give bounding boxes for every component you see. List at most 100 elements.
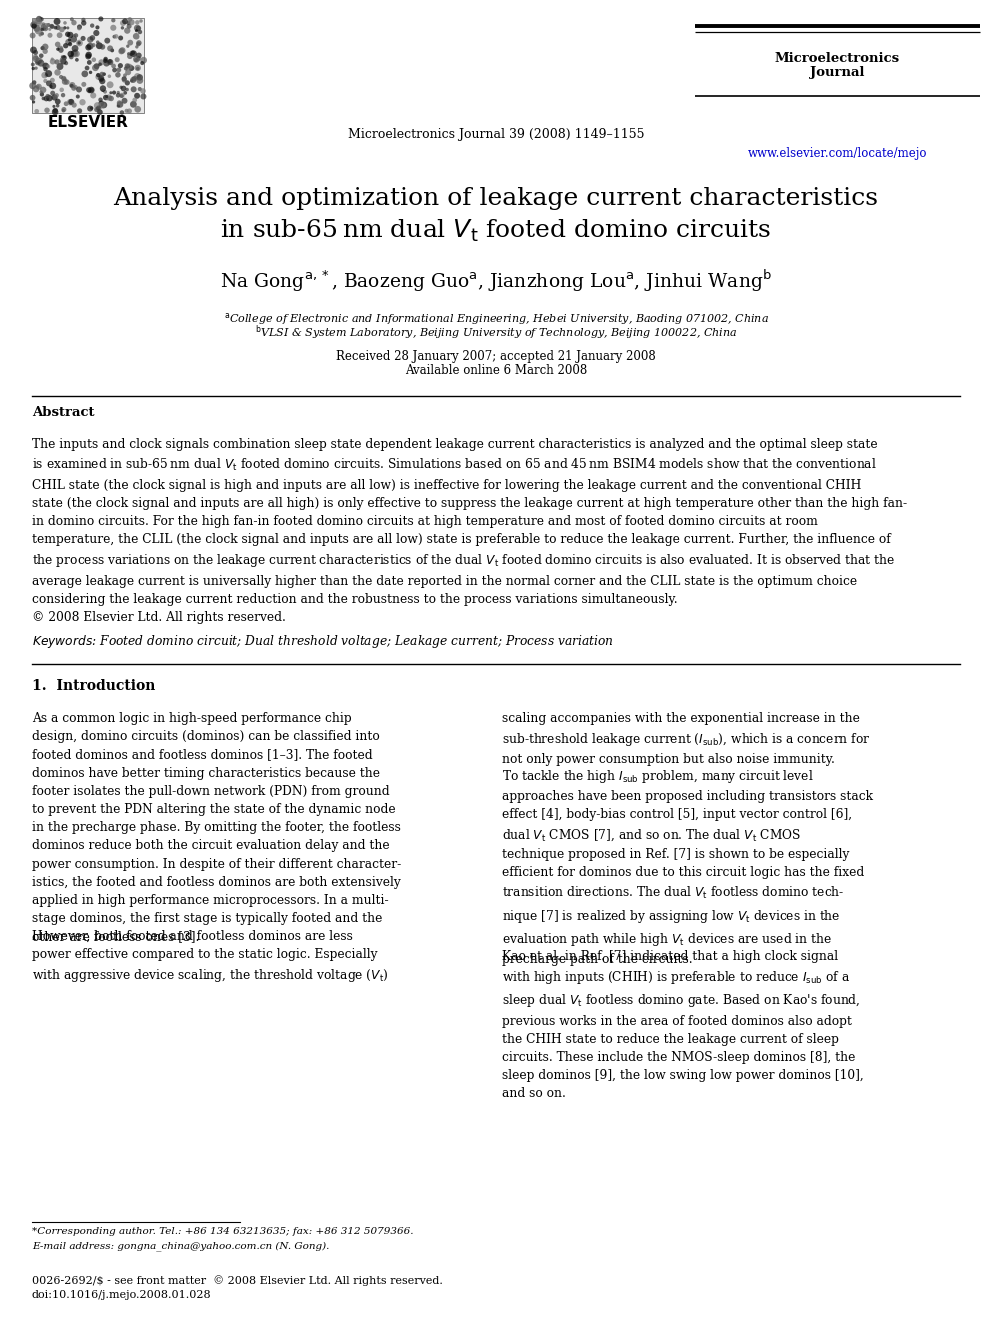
Circle shape [93,64,99,69]
Circle shape [108,95,114,102]
Circle shape [103,95,108,101]
Circle shape [102,73,106,75]
Circle shape [107,60,112,64]
Text: Abstract: Abstract [32,406,94,419]
Circle shape [43,25,49,32]
Circle shape [140,89,146,94]
Circle shape [64,79,69,85]
Text: $^{\mathrm{a}}$College of Electronic and Informational Engineering, Hebei Univer: $^{\mathrm{a}}$College of Electronic and… [223,311,769,327]
Circle shape [77,26,81,30]
Circle shape [55,69,61,75]
Text: E-mail address: gongna_china@yahoo.com.cn (N. Gong).: E-mail address: gongna_china@yahoo.com.c… [32,1241,329,1250]
Circle shape [122,77,127,81]
Circle shape [140,57,147,64]
Circle shape [41,46,45,50]
Circle shape [137,74,143,81]
Circle shape [55,60,60,65]
Circle shape [117,101,122,106]
Circle shape [50,24,55,29]
Circle shape [136,42,141,46]
Text: Kao et al. in Ref. [7] indicated that a high clock signal
with high inputs (CHIH: Kao et al. in Ref. [7] indicated that a … [502,950,864,1101]
Circle shape [86,87,91,93]
Circle shape [99,102,106,108]
Circle shape [32,81,37,85]
Circle shape [59,48,63,53]
Circle shape [67,32,73,38]
Circle shape [35,17,42,24]
Text: scaling accompanies with the exponential increase in the
sub-threshold leakage c: scaling accompanies with the exponential… [502,712,870,766]
Circle shape [121,98,128,103]
Text: in sub-65 nm dual $V_\mathrm{t}$ footed domino circuits: in sub-65 nm dual $V_\mathrm{t}$ footed … [220,218,772,245]
Circle shape [117,102,123,107]
Circle shape [63,26,66,29]
Circle shape [119,48,126,54]
Circle shape [135,34,140,40]
Circle shape [35,56,38,58]
Circle shape [39,17,43,21]
Circle shape [62,108,65,112]
Circle shape [87,106,93,111]
Circle shape [71,86,76,91]
Circle shape [33,54,38,60]
Circle shape [101,89,105,91]
Circle shape [68,54,73,60]
Circle shape [86,42,93,50]
Circle shape [130,77,136,83]
Circle shape [44,95,50,102]
Circle shape [116,67,121,73]
Circle shape [134,25,141,32]
Circle shape [59,75,63,79]
Circle shape [44,22,49,28]
Circle shape [122,77,127,82]
Circle shape [121,26,124,29]
Circle shape [138,29,142,34]
Circle shape [87,60,91,65]
Circle shape [109,91,112,94]
Bar [32,19,144,112]
Circle shape [107,60,113,65]
Circle shape [90,93,96,98]
Circle shape [115,71,121,78]
Circle shape [115,57,120,62]
Circle shape [98,101,104,106]
Circle shape [40,93,44,97]
Circle shape [75,53,78,56]
Circle shape [126,64,132,70]
Circle shape [114,34,118,38]
Circle shape [46,81,52,86]
Text: 1.  Introduction: 1. Introduction [32,679,156,693]
Circle shape [89,87,94,93]
Circle shape [63,21,66,25]
Circle shape [43,62,49,69]
Circle shape [44,67,48,71]
Circle shape [95,74,102,79]
Circle shape [32,19,38,24]
Circle shape [111,64,116,69]
Circle shape [112,90,116,95]
Circle shape [139,20,143,22]
Circle shape [70,50,77,57]
Circle shape [60,57,65,64]
Circle shape [31,62,35,66]
Circle shape [39,53,44,58]
Circle shape [127,53,133,60]
Circle shape [73,50,79,57]
Circle shape [35,66,38,70]
Circle shape [134,93,140,99]
Circle shape [125,87,129,91]
Circle shape [117,105,120,107]
Text: Available online 6 March 2008: Available online 6 March 2008 [405,364,587,377]
Circle shape [96,106,101,111]
Circle shape [60,26,64,32]
Circle shape [55,99,61,105]
Circle shape [63,102,68,106]
Circle shape [96,42,103,49]
Circle shape [126,21,131,25]
Circle shape [62,107,66,112]
Circle shape [77,24,82,29]
Circle shape [99,78,105,85]
Circle shape [94,107,99,112]
Circle shape [54,19,61,25]
Circle shape [104,37,110,44]
Circle shape [98,16,103,21]
